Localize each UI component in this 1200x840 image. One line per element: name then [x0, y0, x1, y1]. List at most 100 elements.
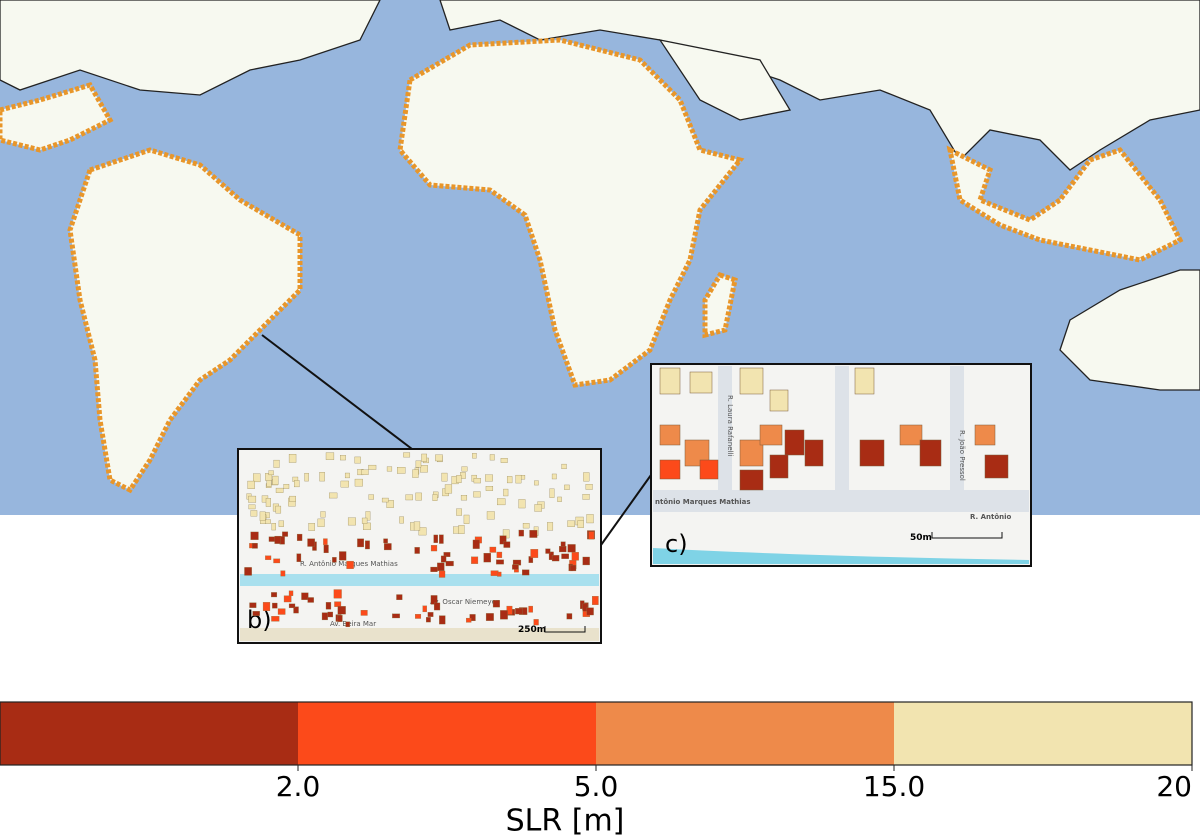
building	[586, 607, 594, 616]
building	[282, 531, 289, 537]
building	[784, 429, 805, 456]
building	[485, 486, 494, 491]
building	[769, 454, 789, 479]
building	[329, 492, 338, 499]
building	[659, 459, 681, 480]
building	[288, 590, 294, 596]
colorbar-segment	[894, 702, 1192, 765]
inset-label: c)	[665, 530, 688, 558]
building	[974, 424, 996, 446]
building	[332, 557, 337, 563]
building	[265, 519, 271, 524]
building	[249, 602, 257, 608]
building	[439, 534, 444, 544]
building	[248, 495, 257, 503]
building	[547, 522, 554, 531]
building	[252, 611, 260, 616]
building	[437, 562, 445, 571]
building	[528, 605, 533, 613]
building	[759, 424, 783, 446]
building	[739, 469, 764, 491]
building	[363, 522, 371, 530]
building	[497, 571, 502, 577]
beach	[240, 628, 599, 641]
building	[340, 455, 346, 461]
building	[463, 514, 470, 524]
building	[522, 523, 530, 529]
building	[444, 484, 453, 494]
indonesia	[946, 145, 1184, 263]
building	[549, 488, 555, 498]
inset-b: R. Antônio Marques Mathias Av. Oscar Nie…	[237, 448, 602, 644]
scale-label: 50m	[910, 533, 932, 543]
eurasia	[439, 0, 1200, 171]
building	[522, 569, 530, 576]
building	[515, 474, 522, 484]
colorbar-segment	[0, 702, 298, 765]
building	[317, 518, 325, 527]
building	[440, 555, 447, 563]
building	[357, 538, 364, 548]
building	[307, 597, 314, 603]
building	[273, 459, 280, 468]
building	[492, 600, 500, 608]
building	[564, 484, 570, 490]
building	[592, 596, 599, 605]
building	[323, 544, 329, 554]
building	[259, 511, 266, 521]
building	[361, 469, 369, 475]
building	[435, 454, 443, 462]
building	[247, 480, 255, 489]
building	[265, 498, 271, 507]
building	[275, 487, 284, 493]
building	[739, 367, 764, 395]
building	[561, 553, 569, 559]
building	[453, 526, 459, 534]
building	[354, 456, 361, 464]
street-label: R. Antônio	[970, 513, 1012, 521]
colorbar: 2.0 5.0 15.0 20	[0, 701, 1193, 803]
building	[577, 520, 584, 528]
building	[485, 613, 494, 621]
connector	[261, 334, 413, 450]
building	[294, 480, 300, 488]
inset-frame	[237, 448, 602, 644]
building	[334, 601, 342, 607]
building	[403, 452, 411, 458]
building	[485, 474, 493, 482]
building	[422, 605, 427, 613]
building	[383, 538, 388, 544]
colorbar-tick-label: 2.0	[276, 770, 321, 803]
building	[272, 475, 279, 485]
colorbar-segment	[596, 702, 894, 765]
building	[262, 602, 271, 611]
building	[413, 521, 421, 531]
building	[506, 476, 513, 484]
north-america	[0, 0, 381, 96]
building	[659, 367, 681, 395]
building	[304, 472, 309, 482]
road	[835, 366, 849, 490]
building	[354, 478, 363, 487]
building	[739, 439, 764, 467]
building	[561, 463, 567, 470]
street-label: Av. Beira Mar	[330, 620, 376, 628]
building	[500, 457, 508, 463]
building	[288, 454, 297, 463]
building	[271, 592, 278, 598]
building	[559, 546, 567, 553]
road	[718, 366, 732, 490]
building	[585, 484, 593, 490]
building	[361, 517, 368, 524]
building	[265, 555, 272, 560]
building	[427, 612, 434, 617]
australia	[1059, 269, 1200, 391]
building	[533, 619, 539, 626]
building	[345, 621, 350, 628]
building	[566, 613, 573, 620]
building	[272, 602, 278, 609]
building	[583, 472, 590, 482]
building	[368, 494, 374, 500]
building	[473, 491, 481, 498]
building	[278, 520, 284, 527]
